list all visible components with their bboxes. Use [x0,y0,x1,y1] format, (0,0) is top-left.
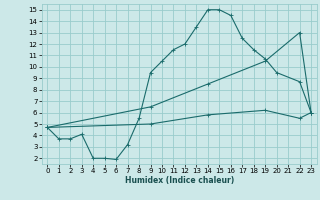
X-axis label: Humidex (Indice chaleur): Humidex (Indice chaleur) [124,176,234,185]
